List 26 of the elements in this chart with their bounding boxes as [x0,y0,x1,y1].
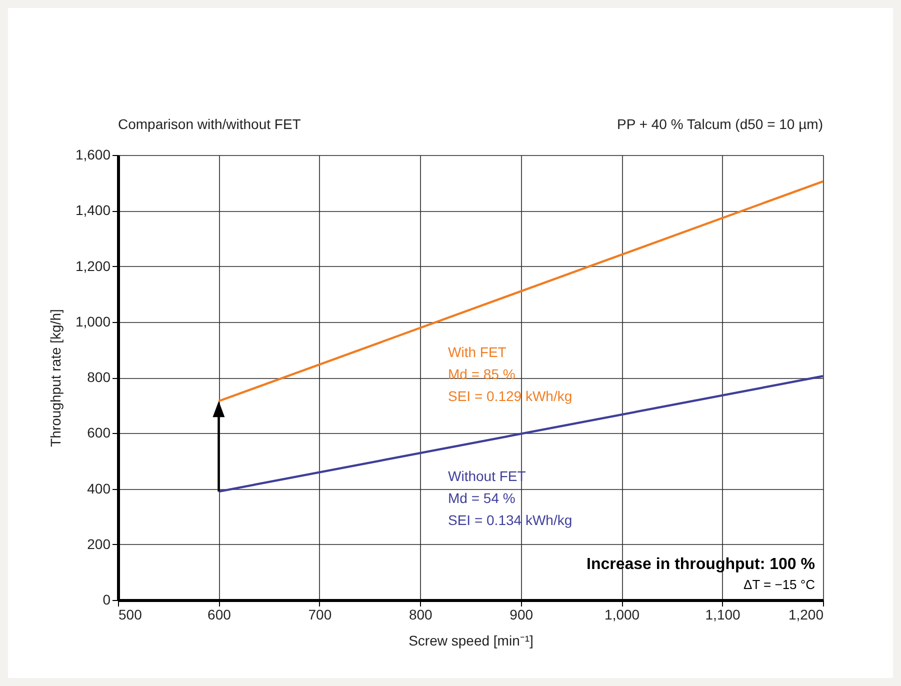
y-tick-label: 1,000 [75,313,111,330]
chart-subtitle: PP + 40 % Talcum (d50 = 10 µm) [617,116,823,132]
chart-title: Comparison with/without FET [118,116,302,132]
y-tick-label: 400 [87,480,111,496]
x-tick-label: 1,200 [788,606,824,622]
annotation: Md = 85 % [448,366,516,382]
series-label: With FET [448,344,507,360]
y-axis-title: Throughput rate [kg/h] [47,309,64,447]
x-axis-title: Screw speed [min⁻¹] [408,632,534,648]
annotation: SEI = 0.129 kWh/kg [448,388,572,404]
y-tick-label: 1,600 [75,146,111,162]
x-tick-label: 600 [208,606,232,622]
x-tick-label: 900 [510,606,534,622]
annotation: ΔT = −15 °C [744,577,815,592]
x-tick-label: 1,000 [604,606,640,622]
x-tick-label: 700 [308,606,332,622]
y-tick-label: 200 [87,536,111,552]
x-tick-label: 800 [408,606,433,622]
x-tick-label: 500 [118,606,142,622]
x-tick-label: 1,100 [705,606,741,622]
y-tick-label: 1,200 [75,258,111,274]
y-tick-label: 600 [87,424,111,441]
annotation: Md = 54 % [448,490,516,506]
y-tick-label: 0 [102,592,111,608]
y-tick-label: 1,400 [75,202,111,218]
y-tick-label: 800 [87,369,111,385]
